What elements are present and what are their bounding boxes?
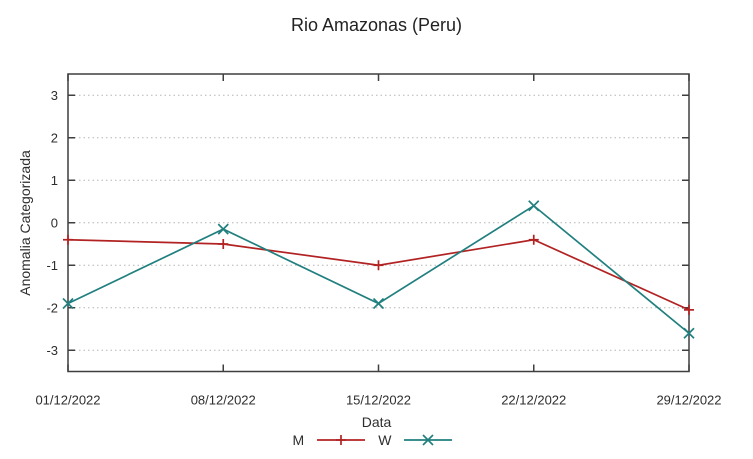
y-tick-label: -1 [46,258,58,273]
x-tick-label: 22/12/2022 [501,393,566,408]
legend-entry-M: M [293,432,366,448]
x-tick-label: 15/12/2022 [346,393,411,408]
series-line-M [67,238,690,311]
y-tick-label: -3 [46,343,58,358]
legend-line-sample [404,434,453,446]
y-tick-label: 2 [51,130,58,145]
cross-marker-icon [372,297,385,310]
legend-label: W [378,432,392,448]
y-tick-label: 3 [51,88,58,103]
cross-marker-icon [683,327,695,339]
cross-marker-icon [422,434,435,446]
legend-line-sample [317,435,366,445]
legend-entry-W: W [378,432,453,448]
chart-title: Rio Amazonas (Peru) [290,15,463,35]
cross-marker-icon [62,297,74,310]
y-tick-label: -2 [46,300,58,315]
x-axis-label: Data [361,414,392,430]
y-tick-label: 0 [51,215,58,230]
x-tick-label: 01/12/2022 [35,393,100,408]
y-tick-label: 1 [51,173,58,188]
cross-marker-icon [217,223,229,235]
x-tick-label: 08/12/2022 [191,393,256,408]
cross-marker-icon [528,200,540,212]
x-tick-label: 29/12/2022 [656,393,721,408]
legend-label: M [292,432,305,448]
